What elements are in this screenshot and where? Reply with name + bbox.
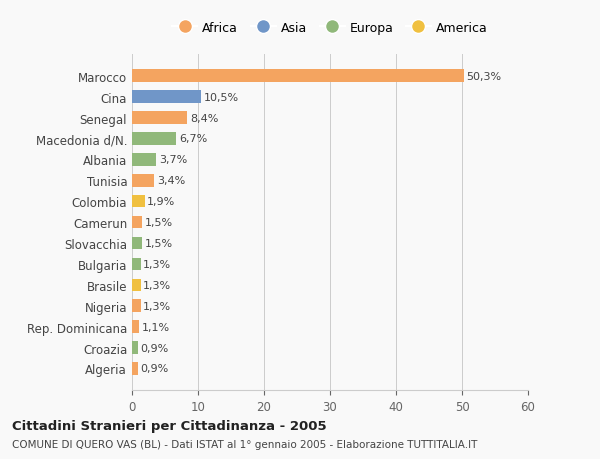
Bar [132,196,145,208]
Bar [132,300,140,312]
Bar [132,258,140,271]
Text: 0,9%: 0,9% [140,343,169,353]
Bar [132,216,142,229]
Text: 1,9%: 1,9% [147,197,175,207]
Bar [132,237,142,250]
Text: 10,5%: 10,5% [204,92,239,102]
Text: 3,7%: 3,7% [159,155,187,165]
Bar [132,363,138,375]
Text: 50,3%: 50,3% [467,72,502,82]
Text: 3,4%: 3,4% [157,176,185,186]
Text: 8,4%: 8,4% [190,113,218,123]
Bar [132,91,202,104]
Text: 1,5%: 1,5% [145,218,173,228]
Text: 1,1%: 1,1% [142,322,170,332]
Text: COMUNE DI QUERO VAS (BL) - Dati ISTAT al 1° gennaio 2005 - Elaborazione TUTTITAL: COMUNE DI QUERO VAS (BL) - Dati ISTAT al… [12,440,478,449]
Legend: Africa, Asia, Europa, America: Africa, Asia, Europa, America [169,18,491,38]
Bar [132,279,140,291]
Text: Cittadini Stranieri per Cittadinanza - 2005: Cittadini Stranieri per Cittadinanza - 2… [12,419,326,432]
Text: 1,3%: 1,3% [143,280,172,290]
Text: 1,5%: 1,5% [145,239,173,248]
Bar [132,321,139,333]
Text: 6,7%: 6,7% [179,134,207,144]
Text: 1,3%: 1,3% [143,259,172,269]
Bar [132,154,157,166]
Bar [132,112,187,124]
Text: 1,3%: 1,3% [143,301,172,311]
Text: 0,9%: 0,9% [140,364,169,374]
Bar [132,133,176,146]
Bar [132,341,138,354]
Bar [132,70,464,83]
Bar [132,174,154,187]
